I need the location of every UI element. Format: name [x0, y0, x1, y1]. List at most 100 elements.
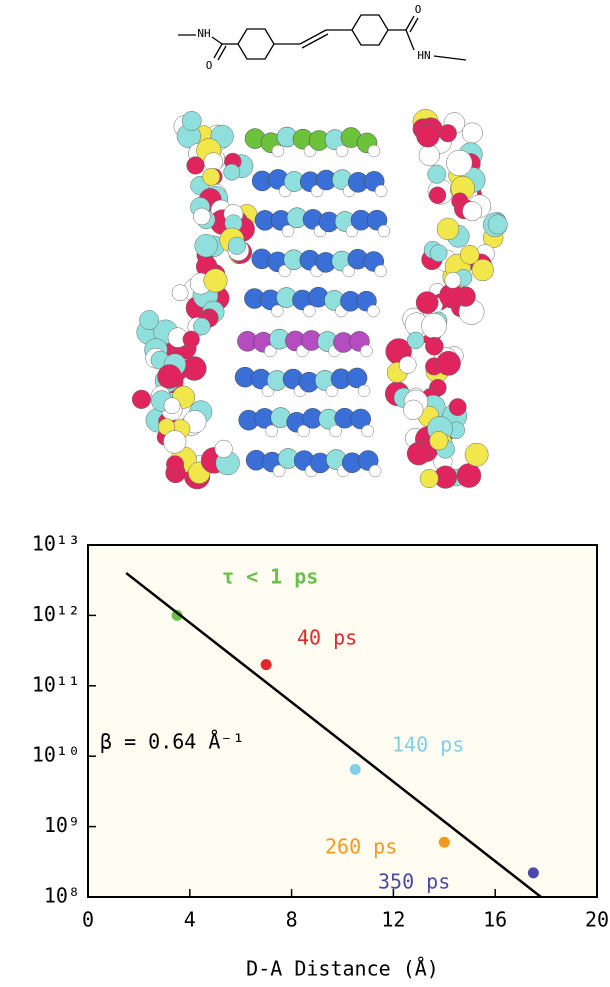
- h-atom: [368, 464, 382, 478]
- annotation: 40 ps: [297, 626, 357, 650]
- h-atom: [367, 304, 380, 318]
- h-atom: [361, 424, 374, 438]
- plot-area: [87, 544, 598, 898]
- h-atom: [377, 224, 391, 238]
- atom: [464, 442, 489, 467]
- dna-model: [131, 109, 508, 490]
- atom: [421, 313, 447, 339]
- atom: [456, 463, 482, 488]
- atom: [429, 431, 449, 451]
- h-atom: [272, 464, 286, 478]
- h-atom: [367, 144, 381, 158]
- atom: [223, 163, 241, 181]
- atom: [459, 245, 480, 265]
- atom: [203, 268, 228, 293]
- atom: [202, 168, 221, 186]
- atom: [186, 156, 205, 175]
- h-atom: [374, 184, 388, 198]
- atom: [462, 201, 483, 222]
- y-tick-label: 10⁹: [44, 813, 80, 837]
- annotation: 350 ps: [378, 870, 450, 894]
- h-atom: [264, 344, 277, 358]
- h-atom: [281, 224, 295, 238]
- point: [349, 763, 361, 775]
- annotation: τ < 1 ps: [222, 565, 318, 589]
- y-tick-label: 10¹²: [32, 602, 80, 626]
- point: [171, 609, 183, 621]
- atom: [471, 258, 494, 282]
- atom: [461, 122, 483, 144]
- atom: [429, 244, 448, 262]
- atom: [403, 399, 424, 420]
- atom-label: NH: [197, 27, 210, 40]
- annotation: β = 0.64 Å⁻¹: [100, 730, 245, 754]
- atom: [487, 214, 508, 235]
- atom: [193, 207, 211, 226]
- atom: [436, 217, 460, 241]
- y-tick-label: 10⁸: [44, 884, 80, 908]
- h-atom: [297, 424, 310, 438]
- atom: [166, 455, 185, 474]
- h-atom: [374, 264, 388, 278]
- h-atom: [360, 344, 373, 358]
- y-tick-label: 10¹³: [32, 532, 80, 556]
- x-tick-label: 8: [286, 908, 298, 932]
- h-atom: [357, 384, 371, 398]
- atom: [194, 234, 218, 258]
- h-atom: [329, 424, 342, 438]
- h-atom: [265, 424, 278, 438]
- atom: [406, 441, 431, 466]
- atom: [415, 291, 439, 314]
- x-tick-label: 4: [184, 908, 196, 932]
- point: [527, 867, 539, 879]
- point: [438, 836, 450, 848]
- h-atom: [325, 384, 339, 398]
- atom: [425, 336, 444, 356]
- atom: [398, 356, 417, 374]
- atom: [428, 186, 447, 204]
- fit-line: [125, 572, 542, 898]
- h-atom: [342, 264, 356, 278]
- atom: [436, 350, 461, 376]
- atom-label: O: [415, 3, 422, 16]
- atom: [418, 144, 440, 166]
- point: [260, 659, 272, 671]
- atom: [427, 164, 447, 184]
- atom: [416, 124, 440, 148]
- atom: [131, 389, 152, 409]
- h-atom: [271, 144, 285, 158]
- x-axis-label: D-A Distance (Å): [246, 957, 439, 981]
- base-atom: [350, 408, 371, 430]
- atom: [227, 236, 246, 255]
- atom: [407, 331, 425, 350]
- x-tick-label: 20: [585, 908, 609, 932]
- atom: [214, 439, 233, 458]
- h-atom: [335, 144, 349, 158]
- h-atom: [271, 304, 284, 318]
- x-tick-label: 16: [483, 908, 507, 932]
- atom: [171, 284, 189, 302]
- atom: [139, 310, 159, 330]
- molecule: [178, 14, 467, 61]
- atom: [182, 330, 200, 348]
- atom: [163, 397, 181, 415]
- base-atom: [346, 367, 368, 389]
- atom: [444, 271, 462, 289]
- atom-label: HN: [417, 49, 430, 62]
- x-tick-label: 12: [381, 908, 405, 932]
- atom: [157, 364, 182, 389]
- h-atom: [303, 304, 316, 318]
- atom-label: O: [206, 59, 213, 72]
- plot: 0 4 8 12 16 20 10⁸ 10⁹ 10¹⁰ 10¹¹ 10¹² 10¹³ D-A Dista…: [32, 532, 609, 981]
- atom: [446, 149, 473, 177]
- annotation: 140 ps: [392, 733, 464, 757]
- annotation: 260 ps: [325, 835, 397, 859]
- atom: [419, 469, 439, 488]
- atom: [181, 111, 202, 131]
- atom: [448, 398, 467, 416]
- x-tick-label: 0: [82, 908, 94, 932]
- y-tick-label: 10¹⁰: [32, 743, 80, 767]
- y-tick-label: 10¹¹: [32, 672, 80, 696]
